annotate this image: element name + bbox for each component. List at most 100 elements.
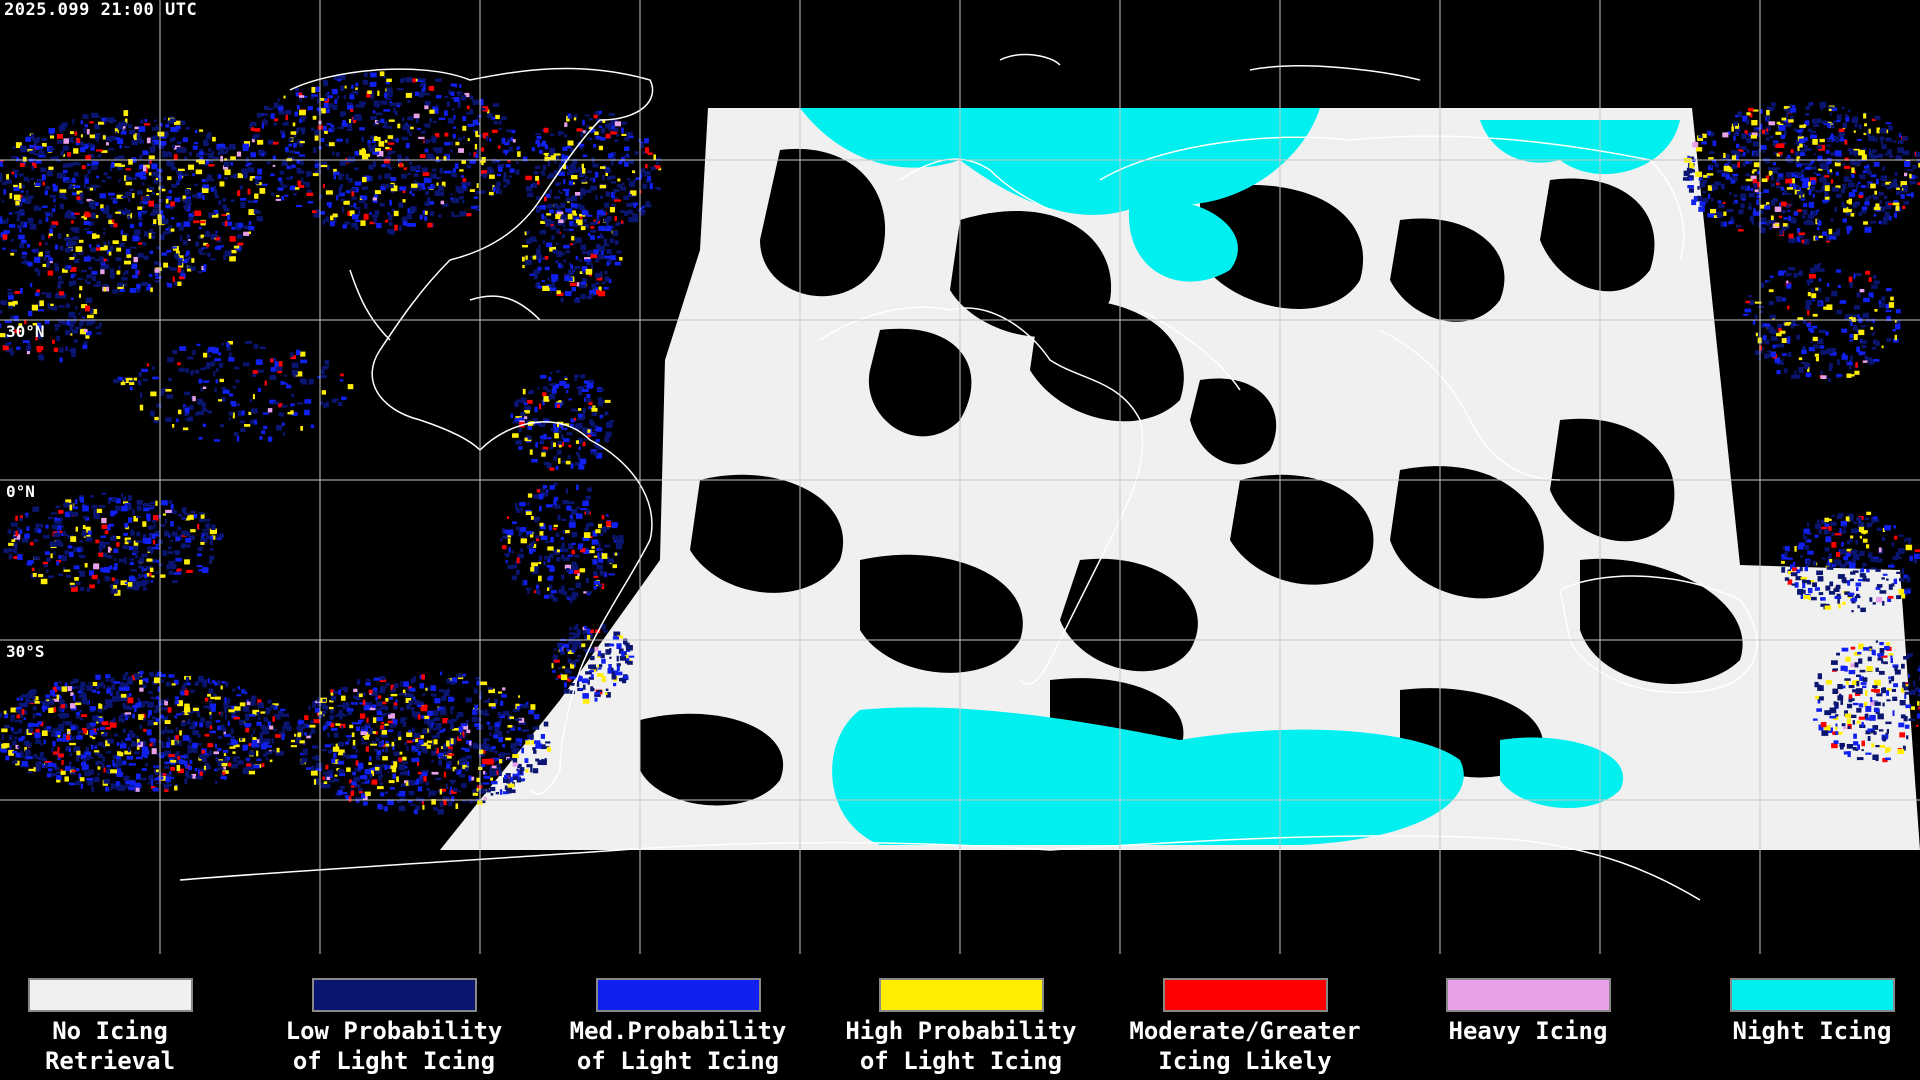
icing-speckle (505, 553, 510, 558)
icing-speckle (21, 538, 29, 543)
icing-speckle (488, 725, 493, 730)
icing-speckle (379, 71, 385, 77)
icing-speckle (281, 422, 285, 426)
icing-speckle (48, 261, 53, 264)
icing-speckle (552, 383, 559, 389)
icing-speckle (272, 155, 276, 160)
icing-speckle (122, 545, 129, 550)
icing-speckle (224, 169, 231, 176)
icing-speckle (408, 790, 415, 796)
icing-speckle (12, 731, 20, 735)
icing-speckle (56, 172, 64, 179)
icing-speckle (124, 712, 131, 715)
icing-speckle (527, 193, 533, 197)
icing-speckle (1693, 196, 1698, 202)
icing-speckle (561, 591, 568, 595)
icing-speckle (426, 787, 431, 792)
icing-speckle (27, 700, 35, 704)
icing-speckle (292, 122, 296, 127)
icing-speckle (438, 759, 443, 766)
icing-speckle (141, 566, 144, 572)
icing-speckle (184, 707, 191, 713)
icing-speckle (435, 777, 442, 781)
icing-speckle (20, 261, 28, 264)
icing-speckle (34, 153, 39, 156)
icing-speckle (345, 190, 351, 194)
icing-speckle (278, 361, 283, 367)
icing-speckle (557, 675, 562, 679)
icing-speckle (618, 160, 623, 165)
icing-speckle (257, 716, 261, 720)
icing-speckle (399, 162, 403, 168)
icing-speckle (568, 522, 576, 528)
icing-speckle (594, 646, 599, 652)
icing-speckle (322, 184, 325, 189)
icing-speckle (530, 516, 534, 520)
icing-speckle (93, 509, 100, 515)
icing-speckle (152, 135, 158, 140)
icing-speckle (285, 121, 289, 126)
icing-speckle (599, 533, 604, 536)
icing-speckle (114, 127, 119, 134)
icing-speckle (481, 764, 486, 767)
icing-speckle (457, 101, 461, 108)
icing-speckle (619, 655, 626, 661)
icing-speckle (248, 226, 255, 231)
icing-speckle (498, 145, 501, 149)
icing-speckle (339, 786, 345, 790)
icing-speckle (268, 436, 273, 442)
icing-speckle (149, 250, 154, 254)
icing-speckle (192, 194, 199, 198)
icing-speckle (430, 693, 435, 697)
icing-speckle (534, 566, 539, 571)
icing-speckle (439, 671, 443, 676)
icing-speckle (104, 739, 110, 742)
icing-speckle (311, 765, 315, 771)
icing-speckle (459, 196, 464, 200)
icing-speckle (370, 135, 377, 140)
icing-speckle (130, 569, 137, 572)
icing-speckle (531, 147, 536, 152)
icing-speckle (330, 707, 335, 714)
icing-speckle (600, 653, 605, 659)
icing-speckle (387, 151, 390, 154)
icing-speckle (133, 377, 137, 381)
icing-speckle (512, 762, 518, 767)
icing-speckle (222, 770, 229, 774)
icing-speckle (70, 692, 74, 696)
icing-speckle (357, 692, 361, 698)
icing-speckle (21, 760, 28, 767)
icing-speckle (556, 404, 560, 408)
icing-speckle (250, 152, 256, 158)
icing-speckle (70, 706, 77, 711)
icing-speckle (523, 729, 529, 732)
icing-speckle (623, 146, 630, 151)
icing-speckle (438, 729, 444, 733)
icing-speckle (154, 119, 157, 122)
icing-speckle (593, 451, 598, 456)
icing-speckle (119, 121, 127, 128)
icing-speckle (56, 134, 63, 139)
icing-speckle (363, 72, 368, 78)
icing-speckle (264, 380, 267, 386)
icing-speckle (322, 219, 326, 225)
icing-speckle (312, 756, 317, 760)
icing-speckle (562, 643, 570, 648)
icing-speckle (400, 717, 407, 720)
icing-speckle (241, 168, 248, 175)
icing-speckle (419, 214, 423, 220)
icing-speckle (326, 776, 331, 780)
icing-speckle (139, 777, 147, 781)
icing-speckle (634, 151, 639, 155)
icing-speckle (108, 219, 115, 225)
icing-speckle (268, 107, 274, 111)
icing-speckle (572, 158, 578, 165)
icing-speckle (614, 552, 618, 556)
icing-speckle (79, 201, 84, 204)
icing-speckle (548, 525, 552, 531)
icing-speckle (417, 786, 423, 792)
icing-speckle (543, 560, 546, 566)
icing-speckle (170, 540, 174, 542)
icing-speckle (398, 202, 404, 208)
icing-speckle (218, 200, 222, 205)
